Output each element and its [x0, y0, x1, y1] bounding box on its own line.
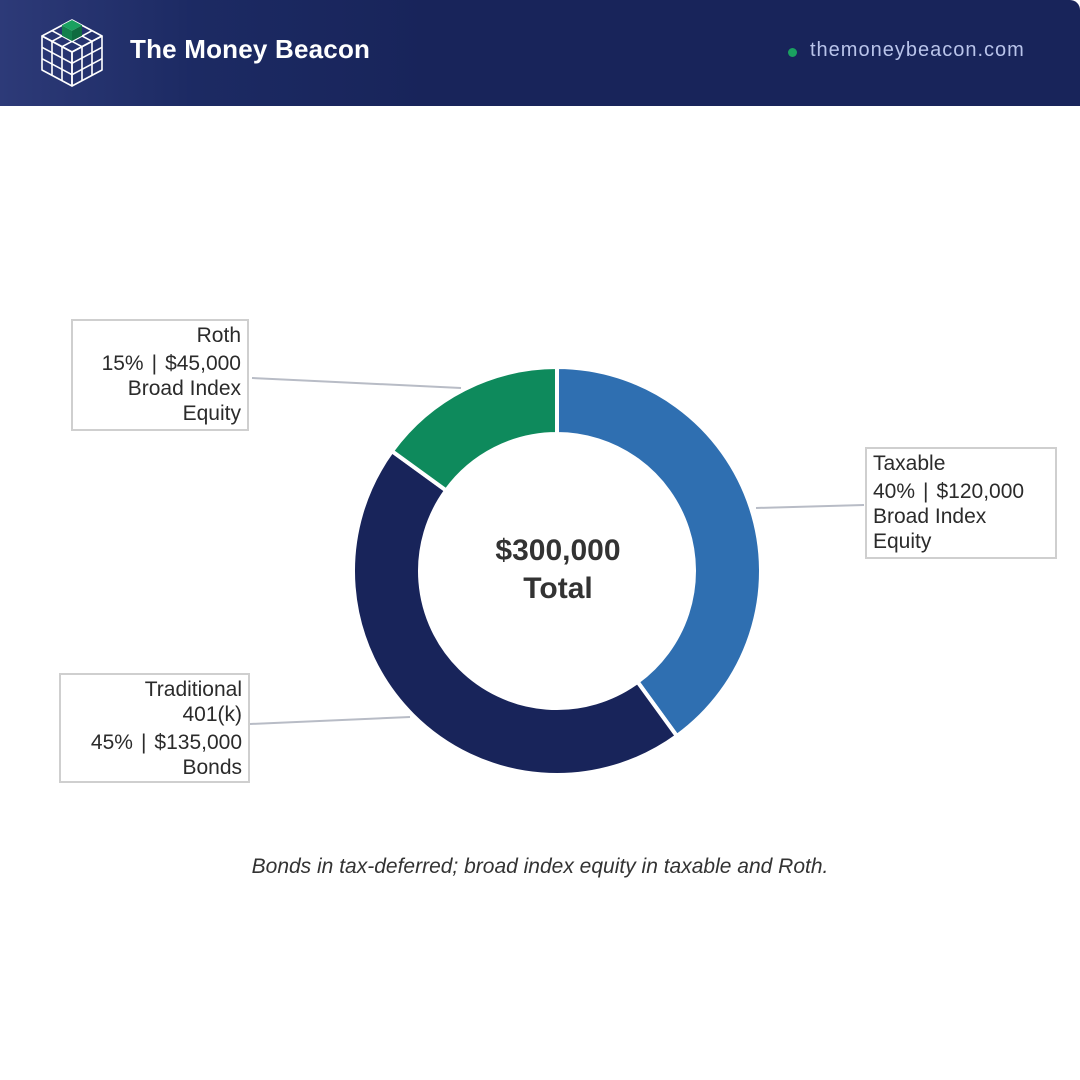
chart-caption: Bonds in tax-deferred; broad index equit…: [251, 855, 829, 878]
slice-share: 45% | $135,000: [67, 730, 242, 755]
cube-grid-icon: [41, 19, 103, 87]
slice-holding: Equity: [873, 530, 932, 553]
total-value: $300,000: [495, 534, 621, 567]
header-bar: The Money Beacon themoneybeacon.com: [0, 0, 1080, 106]
leader-line-roth: [251, 377, 462, 389]
donut-slice-taxable: [555, 365, 763, 739]
donut-slice-roth: [389, 365, 559, 493]
slice-percent: 40%: [873, 480, 916, 503]
brand-name: The Money Beacon: [130, 34, 371, 64]
slice-amount: $135,000: [154, 731, 242, 754]
total-label: Total: [523, 572, 593, 605]
slice-share: 40% | $120,000: [873, 479, 1049, 504]
slice-name: Taxable: [873, 452, 946, 475]
slice-holding: Broad Index: [873, 505, 987, 528]
slice-holding: Broad Index: [127, 377, 241, 400]
separator: |: [140, 731, 147, 754]
slice-holding: Equity: [182, 402, 241, 425]
slice-name: Traditional: [144, 678, 242, 701]
status-dot: [788, 48, 797, 57]
slice-holding: Bonds: [182, 756, 242, 779]
leader-line-taxable: [755, 504, 865, 509]
donut-slice-traditional-401-k: [351, 449, 679, 777]
slice-amount: $120,000: [936, 480, 1025, 503]
slice-name: 401(k): [182, 703, 242, 726]
label-traditional-401k: Traditional 401(k) 45% | $135,000 Bonds: [59, 673, 250, 783]
slice-amount: $45,000: [165, 352, 241, 375]
separator: |: [923, 480, 929, 503]
label-taxable: Taxable 40% | $120,000 Broad Index Equity: [865, 447, 1057, 559]
slice-percent: 45%: [90, 731, 133, 754]
separator: |: [151, 352, 158, 375]
leader-line-traditional: [249, 716, 411, 725]
slice-percent: 15%: [101, 352, 144, 375]
label-roth: Roth 15% | $45,000 Broad Index Equity: [71, 319, 249, 431]
site-url: themoneybeacon.com: [810, 39, 1025, 61]
slice-name: Roth: [196, 324, 241, 347]
slice-share: 15% | $45,000: [79, 351, 241, 376]
donut-center-total: $300,000 Total: [458, 532, 658, 608]
